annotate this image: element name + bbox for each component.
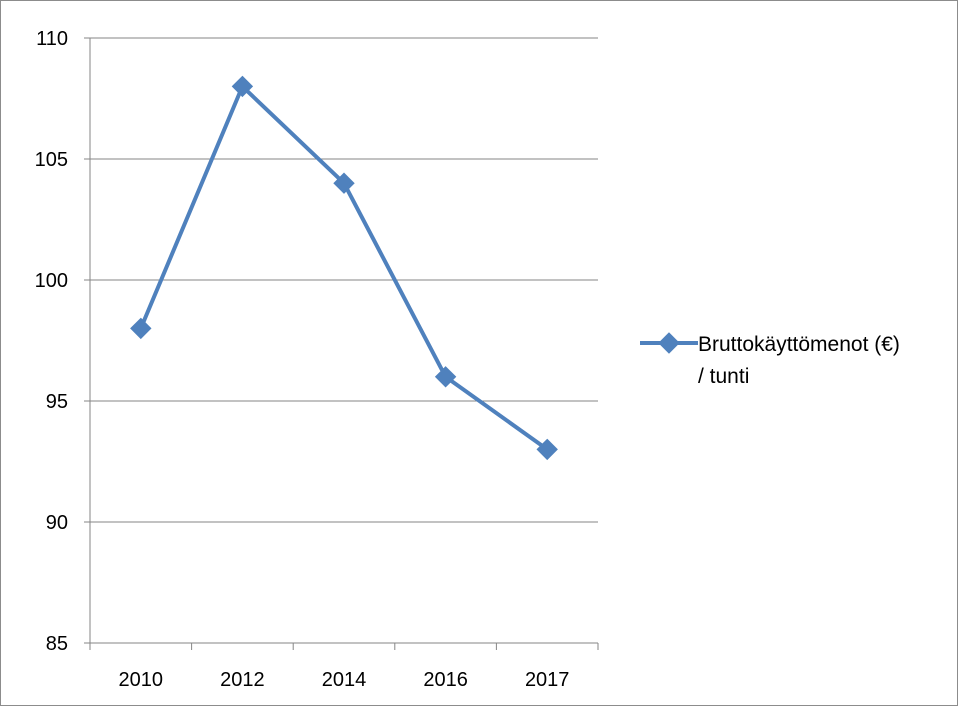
x-tick-label: 2017 — [525, 669, 570, 691]
x-tick-labels: 2010 2012 2014 2016 2017 — [89, 643, 599, 691]
y-tick-label: 105 — [35, 149, 68, 171]
legend-label-line-1: Bruttokäyttömenot (€) — [698, 333, 900, 356]
legend: Bruttokäyttömenot (€) / tunti — [640, 332, 900, 388]
legend-label-line-2: / tunti — [698, 365, 749, 388]
x-tick-label: 2010 — [119, 669, 164, 691]
x-tick-label: 2012 — [220, 669, 265, 691]
y-tick-label: 110 — [36, 28, 68, 50]
axes — [89, 38, 598, 644]
y-tick-label: 85 — [46, 633, 68, 655]
data-point-marker — [434, 366, 457, 388]
data-point-marker — [231, 75, 254, 98]
legend-marker — [658, 332, 680, 354]
y-tick-labels: 85 90 95 100 105 110 — [35, 28, 68, 655]
y-tick-label: 95 — [46, 391, 68, 413]
gridlines — [84, 37, 598, 644]
series-line — [138, 84, 550, 452]
series-group — [130, 75, 558, 461]
x-tick-label: 2016 — [423, 669, 468, 691]
data-point-marker — [130, 317, 152, 340]
data-point-marker — [333, 172, 355, 194]
y-tick-label: 100 — [35, 270, 68, 292]
x-tick-label: 2014 — [322, 669, 367, 691]
data-point-marker — [536, 438, 558, 461]
y-tick-label: 90 — [46, 512, 68, 534]
